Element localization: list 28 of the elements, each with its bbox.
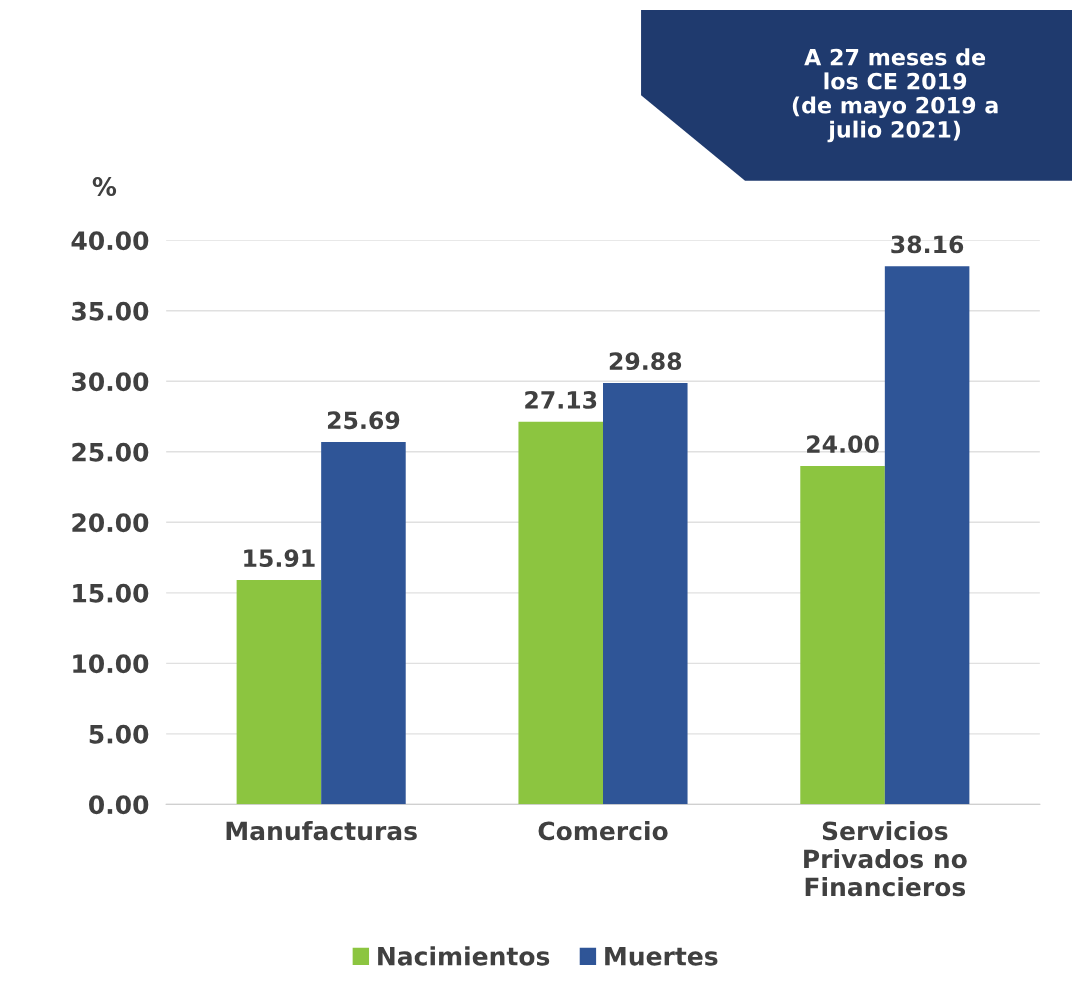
y-tick-label: 10.00 (73, 654, 149, 674)
y-tick-label: 30.00 (72, 372, 149, 392)
bar (884, 266, 970, 805)
y-tick-label: 25.00 (72, 442, 149, 462)
x-tick-label: Comercio (538, 821, 668, 841)
bar (800, 465, 885, 805)
data-label: 29.88 (609, 352, 682, 371)
text: A 27 meses de los CE 2019 (de mayo 2019 a julio 2021) (792, 48, 998, 143)
data-label: 25.69 (327, 411, 400, 430)
y-tick-label: 15.00 (73, 583, 149, 603)
y-axis-title: % (92, 177, 117, 196)
bar (603, 383, 688, 805)
y-tick-label: 40.00 (71, 231, 149, 251)
y-tick-label: 5.00 (89, 724, 149, 744)
bar (518, 421, 603, 805)
y-tick-label: 35.00 (72, 301, 149, 321)
y-tick-label: 20.00 (72, 513, 149, 533)
bar (236, 579, 322, 805)
bar (321, 442, 406, 805)
legend-label: Nacimientos (378, 946, 550, 966)
y-tick-label: 0.00 (89, 795, 149, 815)
legend-label: Muertes (605, 947, 718, 966)
x-tick-label: Servicios Privados no Financieros (804, 821, 967, 897)
data-label: 38.16 (891, 235, 964, 254)
data-label: 24.00 (807, 435, 879, 454)
data-label: 15.91 (244, 549, 315, 568)
x-tick-label: Manufacturas (226, 821, 417, 841)
data-label: 27.13 (525, 391, 597, 409)
